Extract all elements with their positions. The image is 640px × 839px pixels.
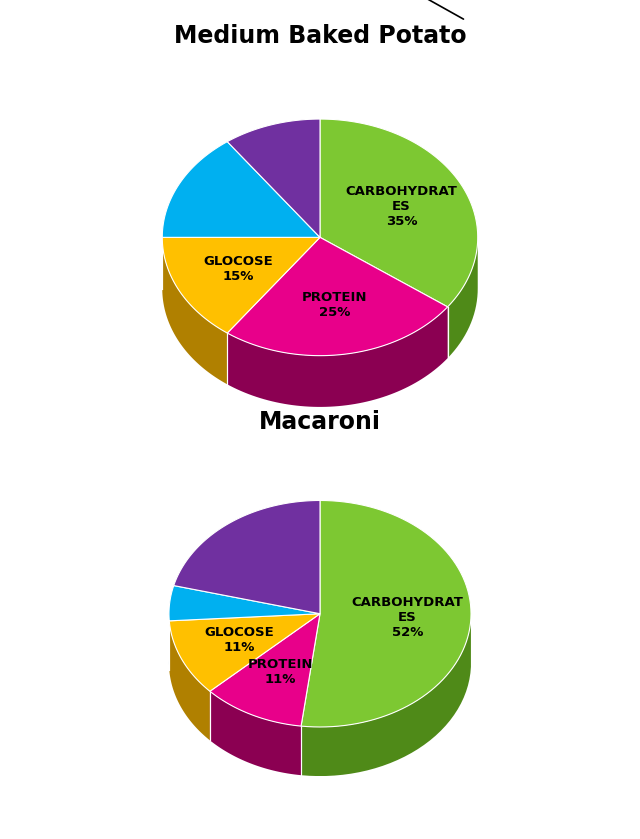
- Polygon shape: [210, 614, 320, 726]
- Polygon shape: [173, 500, 320, 614]
- Polygon shape: [163, 237, 320, 333]
- Polygon shape: [320, 119, 477, 307]
- Text: PROTEIN
25%: PROTEIN 25%: [301, 291, 367, 319]
- Text: OTHER
NUTRIENTS
15%: OTHER NUTRIENTS 15%: [0, 838, 1, 839]
- Polygon shape: [301, 500, 471, 727]
- Polygon shape: [227, 237, 447, 356]
- Polygon shape: [163, 237, 227, 384]
- Polygon shape: [227, 119, 320, 237]
- Text: CARBOHYDRAT
ES
52%: CARBOHYDRAT ES 52%: [351, 597, 463, 639]
- Polygon shape: [301, 618, 471, 776]
- Text: SATURATED
FAT
10%: SATURATED FAT 10%: [189, 0, 463, 19]
- Text: SATURATED
FAT
21%: SATURATED FAT 21%: [0, 838, 1, 839]
- Polygon shape: [210, 691, 301, 775]
- Text: OTHER
NUTRIENTS
5%: OTHER NUTRIENTS 5%: [0, 838, 1, 839]
- Text: Macaroni: Macaroni: [259, 410, 381, 434]
- Polygon shape: [169, 614, 320, 691]
- Text: GLOCOSE
15%: GLOCOSE 15%: [204, 254, 273, 283]
- Text: Medium Baked Potato: Medium Baked Potato: [173, 24, 467, 49]
- Text: the nutritional consistency of two dinners: the nutritional consistency of two dinne…: [40, 797, 600, 821]
- Polygon shape: [227, 307, 447, 407]
- Polygon shape: [169, 586, 320, 621]
- Text: CARBOHYDRAT
ES
35%: CARBOHYDRAT ES 35%: [346, 185, 458, 227]
- Text: GLOCOSE
11%: GLOCOSE 11%: [205, 626, 275, 654]
- Polygon shape: [447, 237, 477, 358]
- Text: PROTEIN
11%: PROTEIN 11%: [248, 659, 313, 686]
- Polygon shape: [169, 621, 210, 740]
- Polygon shape: [163, 142, 320, 237]
